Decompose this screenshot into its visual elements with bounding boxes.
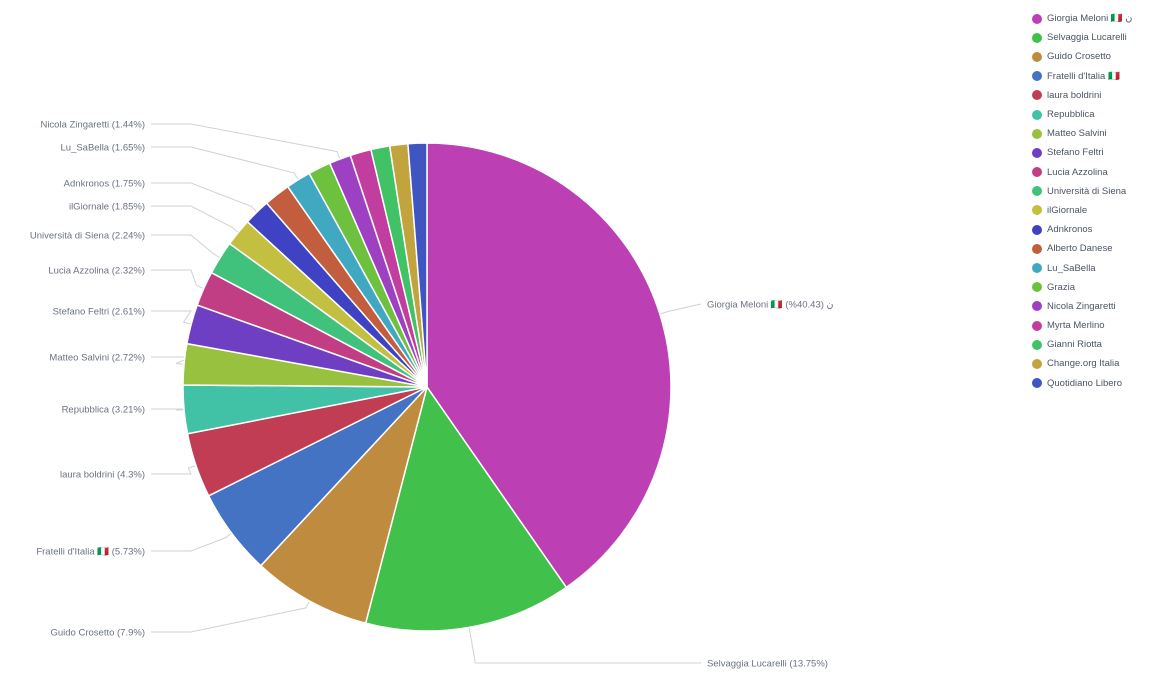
- legend-label: Repubblica: [1047, 109, 1095, 121]
- callout-label-selvaggia-lucarelli: Selvaggia Lucarelli (13.75%): [707, 659, 828, 670]
- pie-slice-guido-crosetto[interactable]: [259, 386, 428, 625]
- legend-dot-icon: [1032, 186, 1042, 197]
- legend-dot-icon: [1032, 128, 1042, 139]
- legend-label: Nicola Zingaretti: [1047, 300, 1116, 312]
- callout-label-stefano-feltri: Stefano Feltri (2.61%): [53, 307, 145, 318]
- legend-label: Adnkronos: [1047, 224, 1093, 236]
- pie-slice-selvaggia-lucarelli[interactable]: [364, 385, 568, 632]
- legend-dot-icon: [1032, 205, 1042, 216]
- legend-item-quotidiano-libero[interactable]: Quotidiano Libero: [1032, 374, 1150, 393]
- legend-item-repubblica[interactable]: Repubblica: [1032, 105, 1150, 124]
- legend-dot-icon: [1032, 320, 1042, 331]
- legend-item-universita-di-siena[interactable]: Università di Siena: [1032, 182, 1150, 201]
- legend-item-fratelli-d-italia[interactable]: Fratelli d'Italia 🇮🇹: [1032, 67, 1150, 86]
- legend-label: Grazia: [1047, 281, 1075, 293]
- legend-dot-icon: [1032, 243, 1042, 254]
- legend-label: Guido Crosetto: [1047, 51, 1111, 63]
- callout-label-nicola-zingaretti: Nicola Zingaretti (1.44%): [40, 120, 145, 131]
- legend-label: Myrta Merlino: [1047, 320, 1105, 332]
- legend-item-ilgiornale[interactable]: ilGiornale: [1032, 201, 1150, 220]
- callout-labels: Giorgia Meloni 🇮🇹 (%40.43) ن Selvaggia Lu…: [30, 120, 834, 670]
- callout-label-lucia-azzolina: Lucia Azzolina (2.32%): [48, 266, 145, 277]
- legend-item-giorgia-meloni[interactable]: Giorgia Meloni 🇮🇹 ن: [1032, 9, 1150, 28]
- legend-item-selvaggia-lucarelli[interactable]: Selvaggia Lucarelli: [1032, 28, 1150, 47]
- legend-item-lu-sabella[interactable]: Lu_SaBella: [1032, 258, 1150, 277]
- callout-label-adnkronos: Adnkronos (1.75%): [64, 179, 145, 190]
- legend-item-adnkronos[interactable]: Adnkronos: [1032, 220, 1150, 239]
- callout-label-ilgiornale: ilGiornale (1.85%): [69, 202, 145, 213]
- legend-item-alberto-danese[interactable]: Alberto Danese: [1032, 239, 1150, 258]
- legend-dot-icon: [1032, 282, 1042, 293]
- legend-dot-icon: [1032, 358, 1042, 369]
- legend: Giorgia Meloni 🇮🇹 ن Selvaggia Lucarelli Gu…: [1032, 9, 1150, 393]
- legend-dot-icon: [1032, 90, 1042, 101]
- callout-label-repubblica: Repubblica (3.21%): [62, 405, 145, 416]
- pie-slice-giorgia-meloni[interactable]: [426, 142, 672, 589]
- legend-label: laura boldrini: [1047, 89, 1102, 101]
- callout-label-laura-boldrini: laura boldrini (4.3%): [60, 470, 145, 481]
- callout-label-universita-di-siena: Università di Siena (2.24%): [30, 231, 145, 242]
- legend-item-guido-crosetto[interactable]: Guido Crosetto: [1032, 47, 1150, 66]
- legend-label: Selvaggia Lucarelli: [1047, 32, 1127, 44]
- legend-label: ilGiornale: [1047, 204, 1088, 216]
- legend-dot-icon: [1032, 167, 1042, 178]
- legend-dot-icon: [1032, 263, 1042, 274]
- legend-label: Stefano Feltri: [1047, 147, 1104, 159]
- legend-label: Matteo Salvini: [1047, 128, 1107, 140]
- legend-label: Quotidiano Libero: [1047, 377, 1122, 389]
- legend-label: Fratelli d'Italia 🇮🇹: [1047, 70, 1120, 82]
- legend-item-lucia-azzolina[interactable]: Lucia Azzolina: [1032, 163, 1150, 182]
- legend-label: Giorgia Meloni 🇮🇹 ن: [1047, 13, 1133, 25]
- legend-item-grazia[interactable]: Grazia: [1032, 278, 1150, 297]
- legend-label: Lu_SaBella: [1047, 262, 1096, 274]
- legend-dot-icon: [1032, 32, 1042, 43]
- legend-dot-icon: [1032, 71, 1042, 82]
- legend-dot-icon: [1032, 378, 1042, 389]
- legend-item-change-org-italia[interactable]: Change.org Italia: [1032, 354, 1150, 373]
- callout-label-guido-crosetto: Guido Crosetto (7.9%): [50, 628, 145, 639]
- callout-label-fratelli-d-italia: Fratelli d'Italia 🇮🇹 (5.73%): [36, 546, 145, 558]
- legend-label: Change.org Italia: [1047, 358, 1120, 370]
- callout-label-giorgia-meloni: Giorgia Meloni 🇮🇹 (%40.43) ن: [707, 299, 834, 311]
- legend-dot-icon: [1032, 13, 1042, 24]
- pie-slice-quotidiano-libero[interactable]: [407, 142, 428, 388]
- callout-label-matteo-salvini: Matteo Salvini (2.72%): [49, 353, 145, 364]
- legend-item-nicola-zingaretti[interactable]: Nicola Zingaretti: [1032, 297, 1150, 316]
- legend-item-myrta-merlino[interactable]: Myrta Merlino: [1032, 316, 1150, 335]
- pie-slices: [182, 142, 672, 632]
- legend-dot-icon: [1032, 147, 1042, 158]
- legend-dot-icon: [1032, 224, 1042, 235]
- legend-label: Università di Siena: [1047, 185, 1127, 197]
- legend-label: Gianni Riotta: [1047, 339, 1102, 351]
- callout-label-lu-sabella: Lu_SaBella (1.65%): [61, 143, 146, 154]
- legend-item-matteo-salvini[interactable]: Matteo Salvini: [1032, 124, 1150, 143]
- legend-item-gianni-riotta[interactable]: Gianni Riotta: [1032, 335, 1150, 354]
- legend-label: Lucia Azzolina: [1047, 166, 1108, 178]
- legend-dot-icon: [1032, 109, 1042, 120]
- legend-dot-icon: [1032, 301, 1042, 312]
- legend-label: Alberto Danese: [1047, 243, 1113, 255]
- legend-item-stefano-feltri[interactable]: Stefano Feltri: [1032, 143, 1150, 162]
- legend-dot-icon: [1032, 339, 1042, 350]
- legend-dot-icon: [1032, 51, 1042, 62]
- legend-item-laura-boldrini[interactable]: laura boldrini: [1032, 86, 1150, 105]
